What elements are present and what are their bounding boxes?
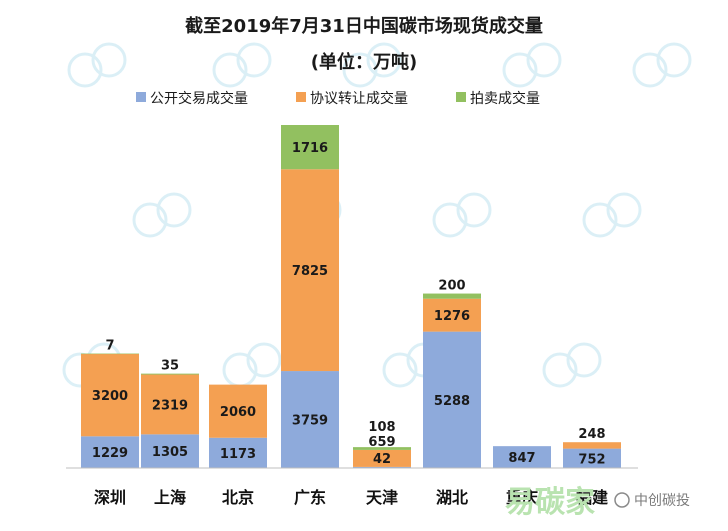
chart-title: 截至2019年7月31日中国碳市场现货成交量 [185, 15, 543, 37]
bar-segment [141, 434, 199, 468]
data-label: 3759 [292, 414, 328, 429]
category-label: 天津 [366, 488, 398, 507]
brand-mark: 易碳家 [505, 485, 595, 520]
bar-segment [281, 169, 339, 372]
data-label: 1305 [152, 445, 188, 460]
data-label: 248 [578, 427, 605, 442]
bar-segment [81, 353, 139, 355]
watermark-logo [582, 192, 642, 238]
data-label: 42 [373, 452, 391, 467]
category-label: 湖北 [436, 488, 468, 507]
data-label: 1173 [220, 447, 256, 462]
brand-name: 中创碳投 [634, 493, 690, 509]
data-label: 847 [508, 451, 535, 466]
bar-segment [353, 447, 411, 450]
category-label: 深圳 [94, 488, 126, 507]
category-label: 广东 [294, 488, 326, 507]
data-label: 752 [578, 452, 605, 467]
legend-label: 公开交易成交量 [150, 90, 248, 107]
category-label: 上海 [154, 488, 186, 507]
watermark-logo [212, 42, 272, 88]
bar-segment [81, 353, 139, 437]
data-label: 35 [161, 359, 179, 374]
data-label: 200 [438, 279, 465, 294]
watermark-logo [432, 192, 492, 238]
bar-segment [141, 374, 199, 435]
data-label: 7825 [292, 264, 328, 279]
bar-segment [423, 293, 481, 299]
legend: 公开交易成交量 协议转让成交量 拍卖成交量 [136, 90, 540, 107]
data-label: 3200 [92, 389, 128, 404]
bar-segment [563, 448, 621, 468]
chart-subtitle: (单位：万吨) [311, 51, 417, 73]
legend-swatch [136, 92, 146, 102]
category-labels: 深圳 上海 北京 广东 天津 湖北 重庆 福建 [94, 488, 608, 507]
data-label: 7 [105, 339, 114, 354]
data-label: 108 [368, 420, 395, 435]
bar-segment [353, 466, 411, 468]
brand-logo: 易碳家 中创碳投 [505, 485, 690, 520]
bar-segment [423, 298, 481, 332]
legend-label: 拍卖成交量 [470, 90, 540, 107]
bar-segment [353, 449, 411, 467]
watermark-logo [502, 42, 562, 88]
watermark-logo [632, 42, 692, 88]
bar-segment [493, 446, 551, 468]
bars: 1229 3200 7 1305 2319 35 1173 2060 3759 7825 1716 4… [81, 125, 621, 468]
bar-segment [563, 442, 621, 449]
category-label: 福建 [575, 488, 608, 507]
data-label: 1716 [292, 141, 328, 156]
category-label: 北京 [222, 488, 254, 507]
bar-segment [81, 436, 139, 468]
bar-segment [281, 125, 339, 170]
bar-segment [209, 437, 267, 468]
legend-label: 协议转让成交量 [310, 90, 408, 107]
bar-segment [281, 371, 339, 468]
category-label: 重庆 [506, 488, 538, 507]
data-label: 659 [368, 435, 395, 450]
bar-segment [141, 373, 199, 375]
data-label: 2060 [220, 405, 256, 420]
watermark-logo [542, 342, 602, 388]
wechat-icon [614, 492, 630, 508]
data-label: 1229 [92, 446, 128, 461]
watermark-logo [342, 42, 402, 88]
legend-swatch [296, 92, 306, 102]
data-label: 2319 [152, 398, 188, 413]
data-label: 1276 [434, 309, 470, 324]
bar-segment [423, 331, 481, 468]
data-label: 5288 [434, 394, 470, 409]
watermark-logo [67, 42, 127, 88]
watermark-logo [222, 342, 282, 388]
bar-segment [209, 384, 267, 438]
legend-swatch [456, 92, 466, 102]
watermark-logo [132, 192, 192, 238]
